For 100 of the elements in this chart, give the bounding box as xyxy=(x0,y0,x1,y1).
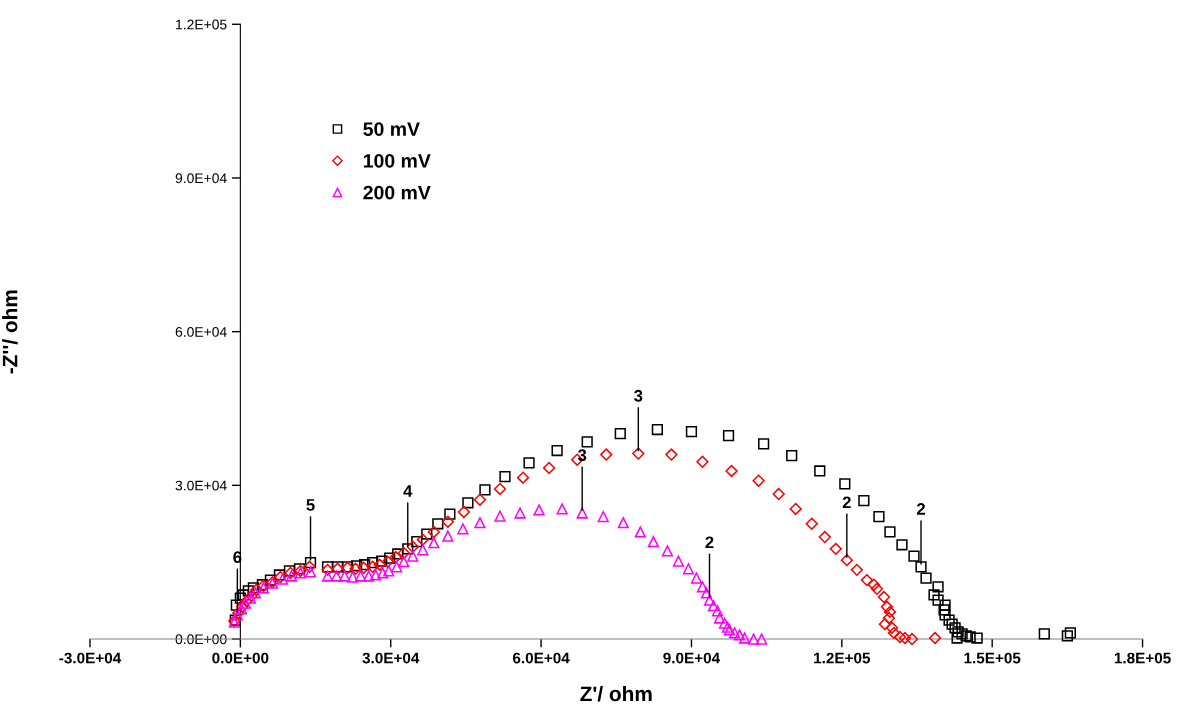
point xyxy=(672,555,685,567)
x-tick-label: 1.5E+05 xyxy=(964,652,1021,664)
point xyxy=(885,621,899,634)
point xyxy=(442,530,454,542)
legend-label: 100 mV xyxy=(363,153,431,168)
annotation: 2 xyxy=(916,503,925,515)
point xyxy=(718,617,731,629)
point xyxy=(870,582,884,595)
point xyxy=(516,471,530,484)
x-tick-label: -3.0E+04 xyxy=(59,652,122,664)
point xyxy=(330,570,343,582)
point xyxy=(349,562,362,576)
point xyxy=(285,570,298,582)
point xyxy=(457,505,471,519)
point xyxy=(711,605,724,617)
point xyxy=(304,566,317,578)
point xyxy=(887,626,901,640)
point xyxy=(665,448,678,461)
annotation: 2 xyxy=(842,496,851,509)
point xyxy=(303,560,316,573)
point xyxy=(556,503,568,515)
point xyxy=(494,510,506,522)
point xyxy=(805,517,818,530)
point xyxy=(407,550,419,562)
point xyxy=(355,570,367,582)
point xyxy=(474,517,486,529)
point xyxy=(441,515,455,528)
y-axis-title: -Z''/ ohm xyxy=(2,290,18,374)
point xyxy=(733,629,746,641)
point xyxy=(457,523,469,535)
annotation: 3 xyxy=(634,389,643,402)
point xyxy=(707,600,720,612)
point xyxy=(542,461,556,475)
point xyxy=(347,571,359,583)
point xyxy=(398,556,410,568)
legend-label: 50 mV xyxy=(363,122,420,136)
point xyxy=(493,482,507,496)
annotation: 3 xyxy=(577,449,587,462)
point xyxy=(473,493,487,506)
point xyxy=(752,474,765,487)
point xyxy=(878,618,892,631)
y-tick-label: 6.0E+04 xyxy=(175,326,227,337)
point xyxy=(370,569,382,581)
point xyxy=(877,590,891,604)
point xyxy=(772,487,785,501)
point xyxy=(417,544,429,556)
point xyxy=(338,570,351,582)
point xyxy=(928,631,942,645)
point xyxy=(893,630,907,644)
point xyxy=(634,526,646,538)
x-tick-label: 1.8E+05 xyxy=(1114,652,1171,664)
point xyxy=(713,612,726,624)
x-tick-label: 1.2E+05 xyxy=(814,652,871,664)
point xyxy=(321,570,334,582)
point xyxy=(728,627,741,639)
point xyxy=(905,632,919,646)
point xyxy=(391,561,403,573)
y-tick-label: 3.0E+04 xyxy=(175,480,227,491)
point xyxy=(416,533,429,546)
point xyxy=(725,464,738,478)
x-axis-title: Z'/ ohm xyxy=(580,685,652,702)
x-tick-label: 0.0E+00 xyxy=(212,652,269,664)
point xyxy=(600,448,613,461)
point xyxy=(533,504,545,516)
annotation: 4 xyxy=(403,485,413,497)
point xyxy=(840,553,854,567)
point xyxy=(381,555,394,568)
point xyxy=(373,558,386,571)
y-tick-label: 9.0E+04 xyxy=(175,173,227,184)
point xyxy=(406,540,419,553)
point xyxy=(514,507,526,519)
point xyxy=(377,567,389,579)
y-tick-label: 0.0E+00 xyxy=(175,634,227,645)
point xyxy=(632,447,645,460)
point xyxy=(703,594,716,606)
point xyxy=(249,587,262,599)
point xyxy=(576,507,588,519)
y-tick-label: 1.2E+05 xyxy=(176,19,227,30)
point xyxy=(738,632,751,644)
point xyxy=(690,572,703,584)
point xyxy=(829,542,842,556)
point xyxy=(366,560,379,573)
point xyxy=(867,578,881,591)
x-tick-label: 9.0E+04 xyxy=(663,652,721,664)
annotation: 2 xyxy=(705,536,714,549)
point xyxy=(647,536,659,548)
point xyxy=(617,517,629,529)
point xyxy=(427,525,440,539)
point xyxy=(682,563,695,575)
point xyxy=(700,587,713,599)
annotation: 5 xyxy=(306,499,315,511)
point xyxy=(883,605,897,619)
x-tick-label: 3.0E+04 xyxy=(362,652,420,664)
point xyxy=(383,565,395,577)
point xyxy=(696,455,709,468)
point xyxy=(397,546,410,560)
point xyxy=(898,631,912,645)
point xyxy=(860,573,874,587)
point xyxy=(850,563,864,577)
point xyxy=(389,550,402,564)
